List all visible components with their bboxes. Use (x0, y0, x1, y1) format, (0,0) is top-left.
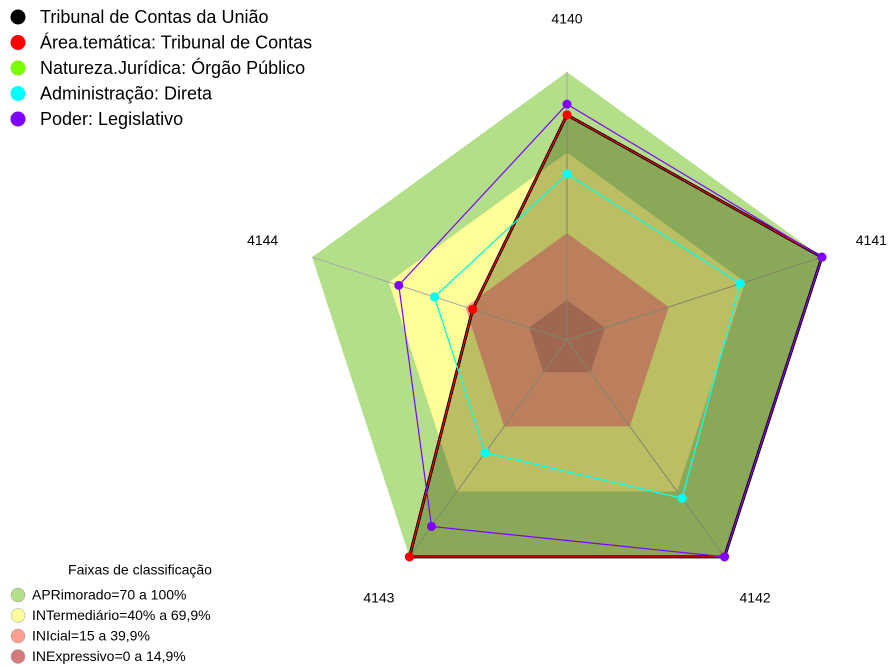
legend-label: Administração: Direta (40, 83, 213, 103)
band-legend-label: INIcial=15 a 39,9% (32, 628, 150, 644)
spokes (311, 72, 823, 558)
band-legend-swatch (10, 628, 26, 644)
spoke (311, 256, 568, 341)
legend-swatch (10, 35, 26, 50)
series-layer (394, 99, 827, 562)
spoke (566, 339, 725, 558)
series-line (398, 103, 823, 558)
legend-swatch (10, 111, 26, 127)
series-line (408, 114, 823, 558)
band-legend-swatch (10, 587, 26, 603)
legend-swatch (10, 60, 26, 76)
band-legend-swatch (10, 608, 26, 623)
series-dot (735, 279, 745, 289)
series-dot (720, 552, 730, 562)
series-dot (817, 252, 827, 262)
band-legend-label: INTermediário=40% a 69,9% (32, 607, 211, 623)
series-dot (562, 99, 572, 109)
legend-label: Natureza.Jurídica: Órgão Público (40, 57, 305, 78)
bands-legend-title: Faixas de classificação (68, 562, 212, 578)
series-dot (429, 292, 439, 302)
series-dot (677, 493, 687, 503)
labels: 4140 4141 4142 4143 4144 (247, 11, 887, 606)
series-dot (394, 280, 404, 290)
series-dot (480, 448, 490, 458)
spoke (566, 256, 823, 341)
series-dot (404, 552, 414, 562)
series-dot (427, 521, 437, 531)
axis-label: 4141 (856, 232, 887, 248)
band-legend-swatch (10, 649, 26, 664)
legend-label: Poder: Legislativo (40, 109, 183, 129)
series-dot (562, 169, 572, 179)
axis-label: 4142 (740, 590, 771, 606)
series-dot (468, 304, 478, 314)
band-legend-label: APRimorado=70 a 100% (32, 587, 187, 603)
axis-label: 4144 (247, 232, 278, 248)
spoke (409, 339, 568, 558)
series-line (433, 173, 742, 499)
legend-label: Área.temática: Tribunal de Contas (40, 32, 312, 52)
legend-swatch (10, 86, 26, 101)
axis-label: 4143 (363, 590, 394, 606)
legend-swatch (10, 9, 26, 25)
axis-label: 4140 (551, 11, 582, 27)
band-legend-label: INExpressivo=0 a 14,9% (32, 648, 186, 664)
series-dot (562, 110, 572, 120)
legend-label: Tribunal de Contas da União (40, 7, 268, 27)
